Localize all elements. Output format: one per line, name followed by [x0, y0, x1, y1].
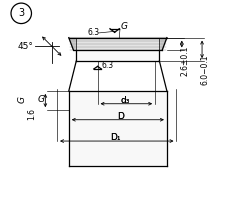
- Text: G: G: [38, 95, 45, 104]
- Text: D: D: [118, 112, 124, 121]
- Text: G: G: [121, 22, 128, 32]
- Text: 1.6: 1.6: [27, 108, 36, 120]
- Text: 6.3: 6.3: [102, 61, 114, 70]
- Polygon shape: [69, 38, 167, 50]
- Text: d₃: d₃: [121, 96, 130, 105]
- Text: D: D: [118, 112, 124, 121]
- Text: 6.0−0.1: 6.0−0.1: [201, 54, 210, 85]
- Text: 3: 3: [18, 8, 24, 18]
- Text: 6.3: 6.3: [88, 29, 100, 37]
- Text: 45°: 45°: [18, 42, 34, 51]
- Polygon shape: [69, 91, 167, 166]
- Polygon shape: [76, 38, 159, 50]
- Text: 2.6±0.1: 2.6±0.1: [180, 46, 189, 76]
- Text: G: G: [17, 96, 26, 103]
- Text: D₁: D₁: [110, 133, 121, 142]
- Text: D₁: D₁: [110, 133, 121, 142]
- Polygon shape: [76, 50, 159, 61]
- Text: d₃: d₃: [121, 96, 130, 105]
